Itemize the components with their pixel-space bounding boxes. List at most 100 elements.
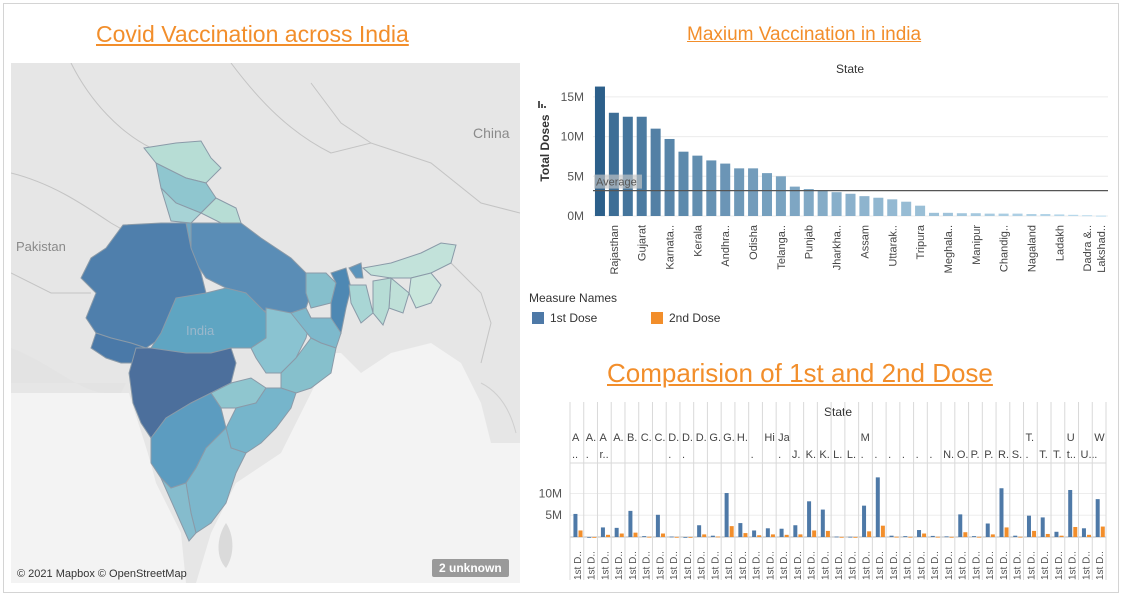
state-column[interactable]: . 1st D.. — [871, 402, 886, 580]
state-column[interactable]: C. 1st D.. — [638, 402, 653, 580]
dose2-bar[interactable] — [908, 536, 913, 538]
state-column[interactable]: J. 1st D.. — [789, 402, 804, 580]
top-bar[interactable] — [678, 151, 689, 216]
top-bar[interactable] — [817, 190, 828, 216]
dose2-bar[interactable] — [894, 536, 899, 538]
dose2-bar[interactable] — [990, 534, 995, 537]
state-column[interactable]: T. 1st D.. — [1036, 402, 1051, 580]
dose1-bar[interactable] — [862, 505, 867, 537]
dose2-bar[interactable] — [825, 530, 830, 537]
top-bar[interactable] — [1026, 214, 1037, 216]
state-column[interactable]: . 1st D.. — [748, 402, 763, 580]
dose2-bar[interactable] — [619, 533, 624, 537]
dose1-bar[interactable] — [972, 536, 976, 537]
dose2-bar[interactable] — [1004, 527, 1009, 537]
dose1-bar[interactable] — [600, 527, 605, 537]
top-bar[interactable] — [1054, 214, 1065, 216]
dose1-bar[interactable] — [697, 525, 702, 537]
state-column[interactable]: G. 1st D.. — [720, 402, 735, 580]
top-bar[interactable] — [1068, 214, 1079, 216]
dose1-bar[interactable] — [985, 523, 990, 537]
state-column[interactable]: P. 1st D.. — [968, 402, 983, 580]
state-column[interactable]: W. 1st D.. — [1091, 402, 1106, 580]
dose1-bar[interactable] — [1068, 489, 1073, 537]
top-bar[interactable] — [901, 201, 912, 216]
dose1-bar[interactable] — [999, 488, 1004, 537]
dose1-bar[interactable] — [1095, 499, 1100, 537]
state-column[interactable]: Ar.. 1st D.. — [596, 402, 611, 580]
state-column[interactable]: L. 1st D.. — [844, 402, 859, 580]
dose2-bar[interactable] — [729, 526, 734, 537]
dose2-bar[interactable] — [743, 533, 748, 537]
dose2-bar[interactable] — [853, 536, 858, 538]
dose1-bar[interactable] — [1054, 531, 1059, 537]
dose2-bar[interactable] — [757, 535, 762, 537]
dose1-bar[interactable] — [724, 493, 729, 537]
state-column[interactable]: S. 1st D.. — [1009, 402, 1024, 580]
top-bar[interactable] — [887, 199, 898, 216]
dose2-bar[interactable] — [977, 536, 982, 538]
state-column[interactable]: A.. 1st D.. — [583, 402, 598, 580]
dose1-bar[interactable] — [655, 514, 660, 537]
map-attribution[interactable]: © 2021 Mapbox © OpenStreetMap — [17, 568, 187, 580]
top-bar[interactable] — [622, 116, 633, 216]
top-bar[interactable] — [608, 112, 619, 216]
state-column[interactable]: U.. 1st D.. — [1078, 402, 1095, 580]
dose1-bar[interactable] — [807, 501, 812, 537]
dose1-bar[interactable] — [752, 530, 757, 537]
dose2-bar[interactable] — [922, 533, 927, 537]
state-column[interactable]: . 1st D.. — [926, 402, 941, 580]
dose2-bar[interactable] — [1018, 536, 1023, 538]
state-column[interactable]: Hi 1st D.. — [761, 402, 776, 580]
top-chart-sort-icon[interactable] — [538, 101, 546, 108]
top-bar[interactable] — [706, 160, 717, 216]
dose2-bar[interactable] — [798, 534, 803, 537]
top-bar[interactable] — [761, 173, 772, 216]
dose1-bar[interactable] — [628, 510, 633, 537]
legend-item-1st-dose[interactable]: 1st Dose — [532, 311, 597, 325]
india-vaccination-map[interactable]: Pakistan China — [11, 63, 520, 583]
dose1-bar[interactable] — [1013, 535, 1018, 537]
dose2-bar[interactable] — [633, 532, 638, 537]
state-column[interactable]: D. 1st D.. — [693, 402, 708, 580]
state-column[interactable]: K. 1st D.. — [803, 402, 818, 580]
dose2-bar[interactable] — [715, 536, 720, 538]
dose2-bar[interactable] — [606, 534, 611, 537]
top-bar[interactable] — [636, 116, 647, 216]
top-bar[interactable] — [775, 176, 786, 216]
dose2-bar[interactable] — [1073, 526, 1078, 537]
state-column[interactable]: M. 1st D.. — [858, 402, 873, 580]
top-bar[interactable] — [929, 212, 940, 216]
dose2-bar[interactable] — [1059, 535, 1064, 537]
dose1-bar[interactable] — [683, 537, 688, 538]
dose1-bar[interactable] — [958, 514, 963, 537]
top-bar[interactable] — [803, 189, 814, 216]
dose2-bar[interactable] — [1032, 530, 1037, 537]
top-bar[interactable] — [1096, 215, 1107, 217]
top-bar[interactable] — [692, 155, 703, 216]
dose1-bar[interactable] — [765, 528, 770, 537]
top-bar[interactable] — [1082, 215, 1093, 217]
state-column[interactable]: B. 1st D.. — [624, 402, 639, 580]
state-column[interactable]: O. 1st D.. — [954, 402, 969, 580]
top-bar[interactable] — [1012, 213, 1023, 216]
state-column[interactable]: T. 1st D.. — [1050, 402, 1065, 580]
state-column[interactable]: Ja. 1st D.. — [775, 402, 791, 580]
top-bar[interactable] — [845, 193, 856, 216]
dose1-bar[interactable] — [930, 535, 935, 537]
dose2-bar[interactable] — [770, 534, 775, 537]
dose1-bar[interactable] — [614, 527, 619, 537]
dose2-bar[interactable] — [949, 536, 954, 538]
state-column[interactable]: K. 1st D.. — [816, 402, 831, 580]
top-bar[interactable] — [748, 168, 759, 216]
dose1-bar[interactable] — [669, 536, 674, 538]
top-bar[interactable] — [998, 213, 1009, 216]
top-bar[interactable] — [831, 192, 842, 216]
dose2-bar[interactable] — [1100, 526, 1105, 537]
state-column[interactable]: T.. 1st D.. — [1023, 402, 1038, 580]
top-bar[interactable] — [720, 163, 731, 216]
dose1-bar[interactable] — [710, 535, 715, 537]
dose2-bar[interactable] — [592, 537, 597, 538]
dose2-bar[interactable] — [660, 533, 665, 537]
dose1-bar[interactable] — [944, 536, 949, 538]
